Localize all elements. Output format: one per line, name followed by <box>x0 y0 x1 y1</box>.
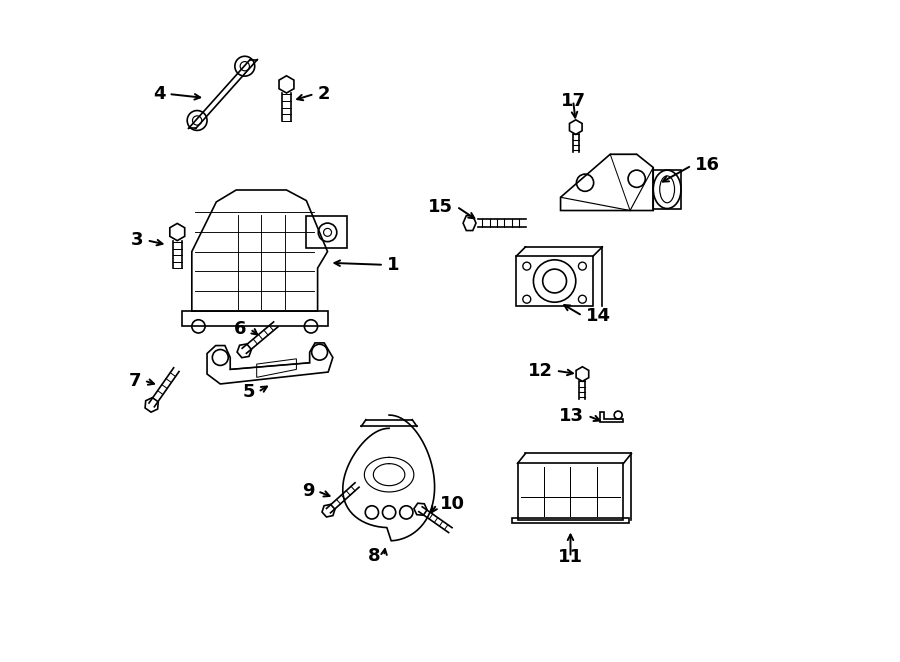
Text: 1: 1 <box>387 256 400 274</box>
Text: 14: 14 <box>586 307 611 325</box>
Bar <box>653 170 681 209</box>
Bar <box>518 463 624 520</box>
Text: 2: 2 <box>318 85 330 103</box>
Text: 17: 17 <box>561 91 586 110</box>
Bar <box>517 256 593 306</box>
Text: 16: 16 <box>695 156 720 175</box>
Text: 9: 9 <box>302 482 314 500</box>
Text: 7: 7 <box>129 371 140 390</box>
Text: 5: 5 <box>242 383 255 401</box>
Text: 4: 4 <box>153 85 166 103</box>
Text: 13: 13 <box>560 406 584 425</box>
Text: 12: 12 <box>527 361 553 380</box>
Text: 11: 11 <box>558 548 583 567</box>
Text: 3: 3 <box>131 231 143 250</box>
Text: 8: 8 <box>368 547 381 565</box>
Text: 15: 15 <box>428 197 454 216</box>
Text: 10: 10 <box>440 495 465 514</box>
Bar <box>512 518 629 523</box>
Text: 6: 6 <box>234 320 247 338</box>
